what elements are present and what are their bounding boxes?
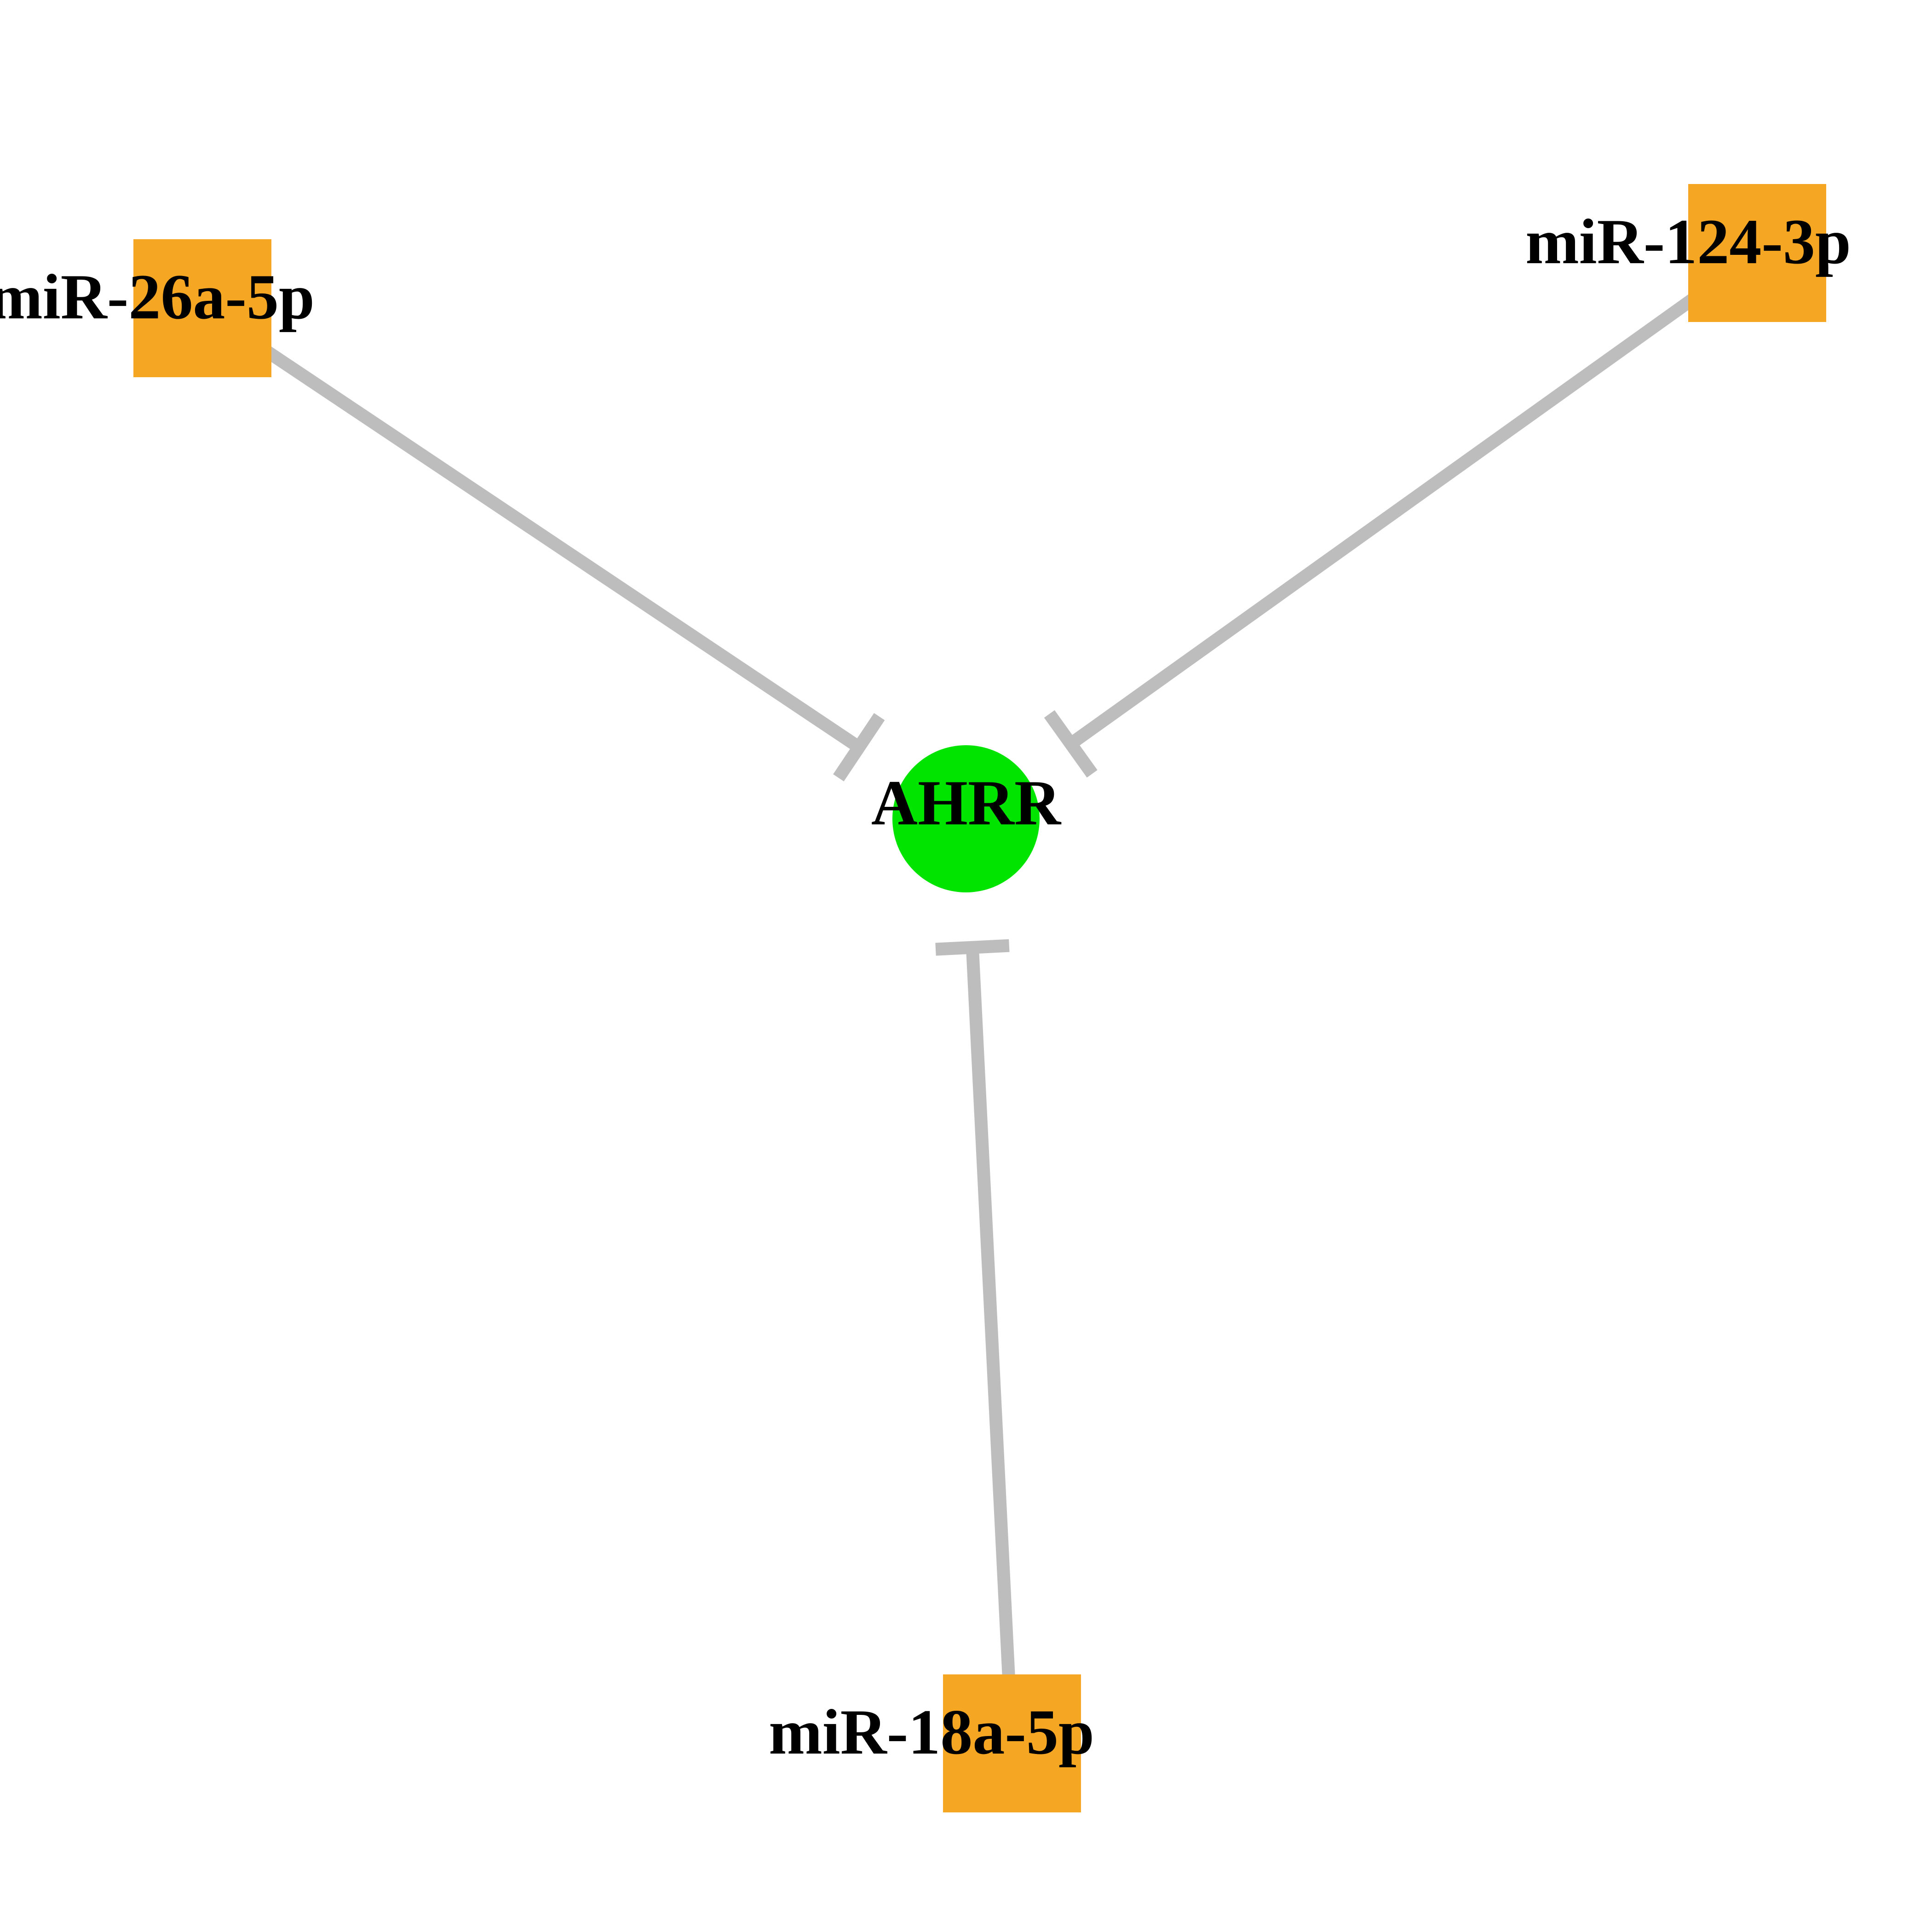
edge-inhibition xyxy=(936,946,1010,1702)
node-mir124: miR-124-3p xyxy=(1525,184,1851,322)
node-label-mir26a: miR-26a-5p xyxy=(0,261,315,333)
node-label-mir18a: miR-18a-5p xyxy=(769,1696,1094,1768)
node-mir26a: miR-26a-5p xyxy=(0,239,315,377)
edge-inhibition xyxy=(237,331,880,778)
edge-inhibition xyxy=(1049,277,1724,774)
node-label-ahrr: AHRR xyxy=(871,767,1062,839)
edges-layer xyxy=(237,277,1724,1702)
node-label-mir124: miR-124-3p xyxy=(1525,206,1851,277)
node-mir18a: miR-18a-5p xyxy=(769,1674,1094,1812)
node-ahrr: AHRR xyxy=(871,745,1062,892)
nodes-layer: AHRR miR-26a-5p miR-124-3p miR-18a-5p xyxy=(0,184,1851,1812)
